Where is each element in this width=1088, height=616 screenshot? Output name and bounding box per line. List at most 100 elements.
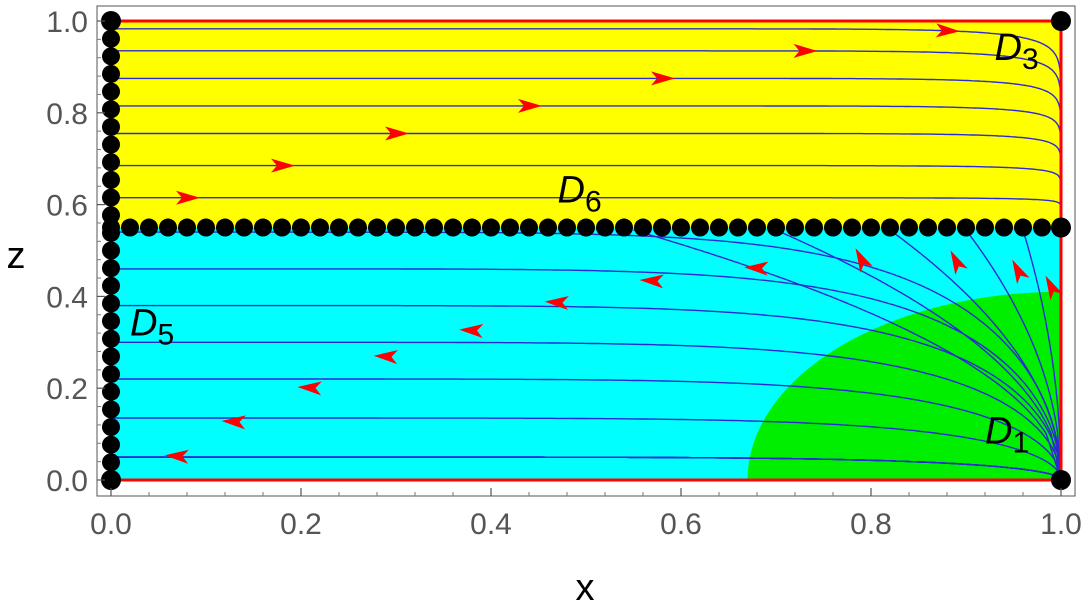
fixed-point-line-dot (102, 206, 120, 225)
region-upper (111, 21, 1061, 228)
fixed-point-line-dot (387, 218, 405, 237)
fixed-point-line-dot (786, 218, 804, 237)
fixed-point-line-dot (102, 29, 120, 48)
fixed-point-line-dot (102, 435, 120, 454)
trajectory-arrow (373, 350, 398, 365)
y-tick-label: 0.8 (46, 98, 88, 131)
trajectories-layer (111, 23, 1063, 481)
fixed-point-line-dot (539, 218, 557, 237)
trajectory-fan (889, 229, 1062, 481)
trajectory-fan (775, 229, 1062, 481)
fixed-point-line-dot (102, 218, 120, 237)
trajectory-fan (633, 229, 1062, 481)
fixed-point-line-dot (919, 218, 937, 237)
fixed-point-line-dot (102, 400, 120, 419)
fixed-point-line-dot (102, 135, 120, 154)
fixed-point-line-dot (577, 218, 595, 237)
fixed-point-line-dot (482, 218, 500, 237)
trajectory-upper (111, 28, 1062, 228)
fixed-point-line-dot (463, 218, 481, 237)
fixed-point-line-dot (159, 218, 177, 237)
fixed-point-line-dot (102, 418, 120, 437)
fixed-point-line-dot (1033, 218, 1051, 237)
fixed-point-line-dot (406, 218, 424, 237)
x-tick-label: 0.2 (280, 508, 322, 541)
fixed-point-line-dot (957, 218, 975, 237)
trajectory-lower (111, 456, 1062, 481)
fixed-point-line-dot (881, 218, 899, 237)
x-tick-label: 1.0 (1040, 508, 1082, 541)
fixed-point-line-dot (976, 218, 994, 237)
y-tick-label: 1.0 (46, 6, 88, 39)
fixed-point-line-dot (444, 218, 462, 237)
fixed-point-line-dot (273, 218, 291, 237)
fixed-point-line-dot (843, 218, 861, 237)
fixed-point-line-dot (102, 329, 120, 348)
fixed-point (101, 11, 121, 31)
fixed-points-layer (101, 11, 1071, 490)
fixed-point-line-dot (862, 218, 880, 237)
fixed-point-line-dot (311, 218, 329, 237)
fixed-point-line-dot (805, 218, 823, 237)
x-tick-label: 0.6 (660, 508, 702, 541)
fixed-point-line-dot (102, 259, 120, 278)
y-axis-label: z (7, 235, 26, 277)
fixed-point-line-dot (330, 218, 348, 237)
trajectory-lower (111, 304, 1062, 481)
fixed-point-line-dot (653, 218, 671, 237)
trajectory-upper (111, 77, 1062, 228)
fixed-point (1051, 217, 1071, 238)
trajectory-lower (111, 341, 1062, 481)
trajectory-arrow (176, 190, 200, 205)
fixed-point-line-dot (102, 276, 120, 295)
fixed-point-line-dot (102, 188, 120, 207)
trajectory-upper (111, 197, 1062, 228)
fixed-point-line-dot (216, 218, 234, 237)
trajectory-fan (1022, 229, 1062, 481)
axes-layer: 0.0 0.2 0.4 0.6 0.8 1.0 0.0 0.2 0.4 0.6 0.8 1.0 (46, 5, 1082, 541)
fixed-point-line-dot (102, 47, 120, 66)
fixed-point-line-dot (102, 117, 120, 136)
trajectory-upper (111, 50, 1062, 228)
fixed-point-line-dot (691, 218, 709, 237)
y-tick-label: 0.0 (46, 465, 88, 498)
trajectory-arrow (517, 98, 542, 113)
fixed-point-line-dot (672, 218, 690, 237)
fixed-point-line-dot (824, 218, 842, 237)
fixed-point-line-dot (121, 218, 139, 237)
y-tick-label: 0.6 (46, 190, 88, 223)
fixed-point-line-dot (1014, 218, 1032, 237)
trajectory-arrow (950, 250, 968, 275)
fixed-point-line-dot (292, 218, 310, 237)
fixed-point (1051, 470, 1071, 490)
x-tick-label: 0.4 (470, 508, 512, 541)
trajectory-fan (965, 229, 1062, 481)
fixed-point-line-dot (235, 218, 253, 237)
fixed-point-line-dot (102, 64, 120, 83)
x-axis-label: x (576, 567, 595, 609)
trajectory-arrow (744, 261, 769, 276)
fixed-point-line-dot (729, 218, 747, 237)
trajectory-arrow (297, 381, 322, 396)
axes-frame (96, 5, 1076, 497)
fixed-point-line-dot (102, 241, 120, 260)
fixed-point-line-dot (425, 218, 443, 237)
fixed-point-line-dot (615, 218, 633, 237)
trajectory-upper (111, 164, 1062, 228)
trajectory-arrow (855, 248, 873, 273)
trajectory-arrow (639, 274, 664, 289)
fixed-point-line-dot (368, 218, 386, 237)
trajectory-upper (111, 105, 1062, 228)
fixed-point (101, 470, 121, 490)
trajectory-arrow (1012, 259, 1030, 285)
trajectory-lower (111, 417, 1062, 481)
region-label: D1 (985, 410, 1029, 459)
fixed-point-line-dot (995, 218, 1013, 237)
fixed-point-line-dot (710, 218, 728, 237)
trajectory-arrow (221, 415, 246, 430)
fixed-point-line-dot (178, 218, 196, 237)
trajectory-upper (111, 132, 1062, 228)
fixed-point-line-dot (102, 312, 120, 331)
trajectory-arrow (271, 158, 295, 173)
